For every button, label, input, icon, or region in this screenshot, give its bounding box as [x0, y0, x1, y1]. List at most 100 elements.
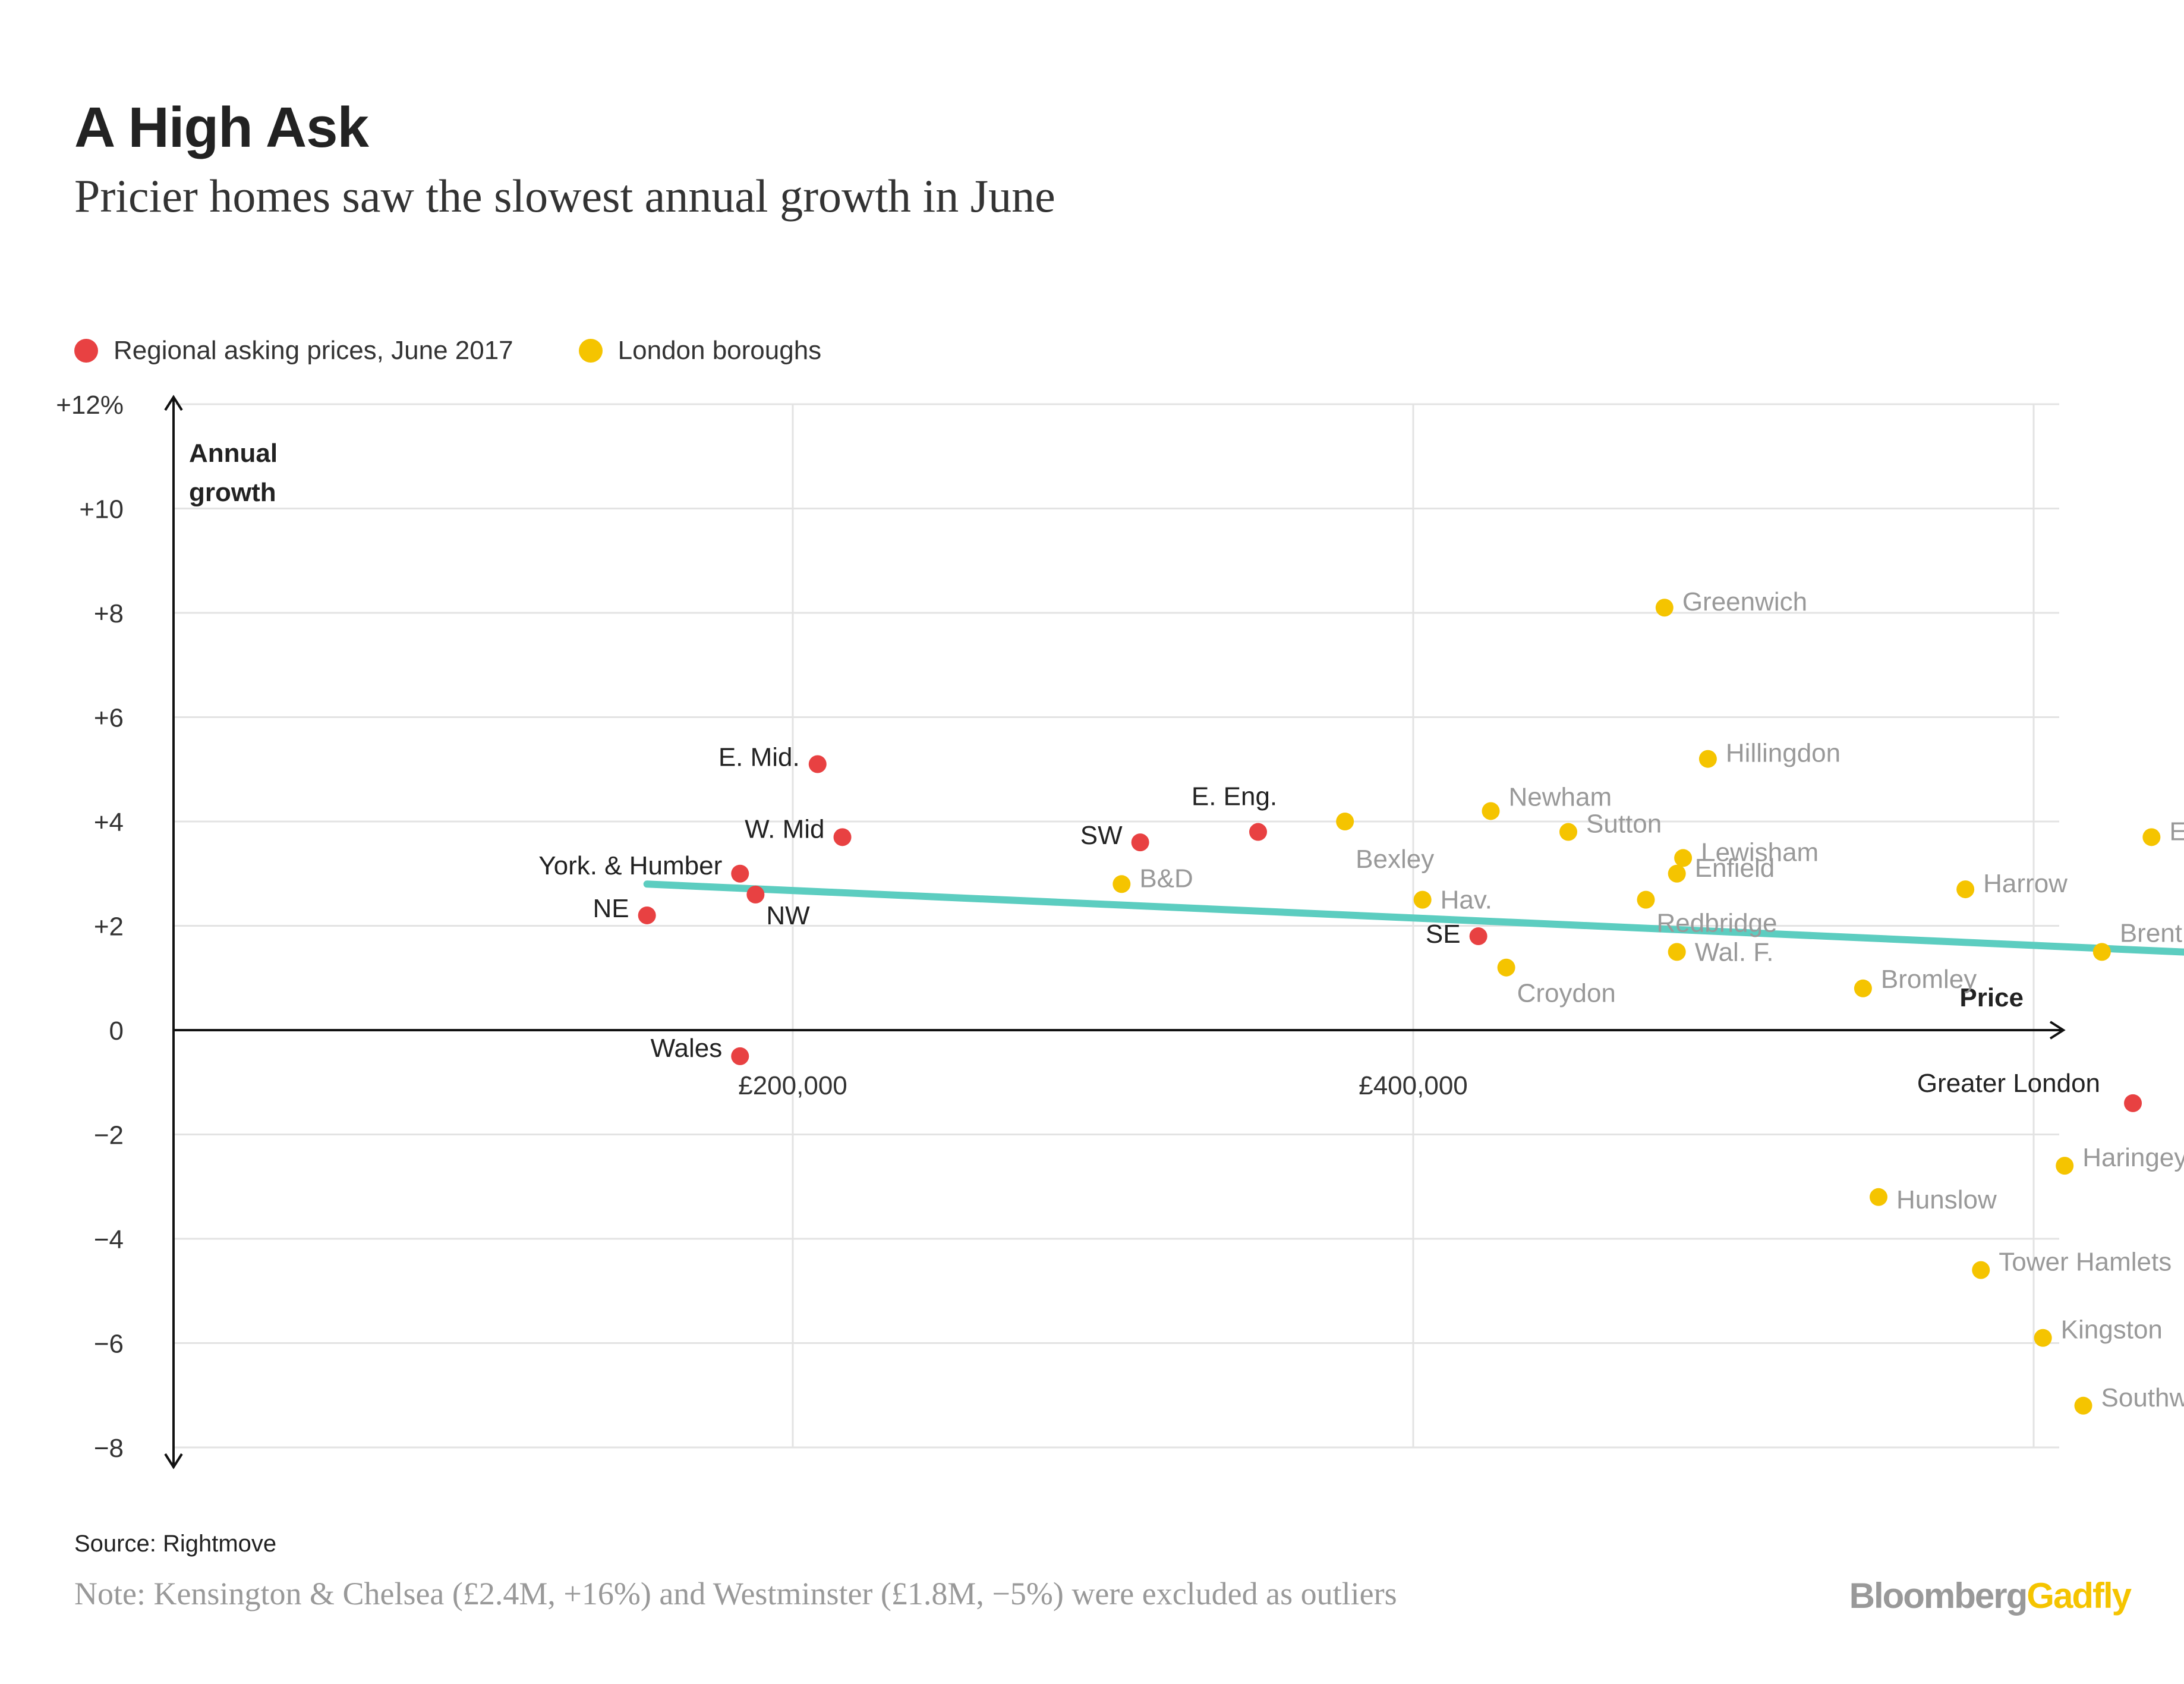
point-label-nw: NW — [766, 901, 810, 930]
y-tick-label-5: +2 — [94, 912, 124, 942]
point-label-southwark: Southwark — [2101, 1383, 2184, 1412]
point-wales — [731, 1047, 749, 1065]
point-label-lewisham: Lewisham — [1701, 838, 1819, 867]
point-ne — [638, 906, 656, 924]
point-wal-f — [1668, 943, 1686, 961]
point-label-e-eng: E. Eng. — [1192, 782, 1277, 811]
point-redbridge — [1637, 890, 1655, 909]
legend-label-regional: Regional asking prices, June 2017 — [114, 336, 513, 365]
point-label-bexley: Bexley — [1356, 845, 1434, 874]
point-sw — [1131, 833, 1149, 852]
y-tick-label-9: −6 — [94, 1330, 124, 1359]
point-hunslow — [1870, 1188, 1887, 1206]
y-tick-label-7: −2 — [94, 1121, 124, 1150]
x-axis-title: Price — [1959, 983, 2024, 1012]
point-greenwich — [1655, 599, 1674, 617]
point-label-greenwich: Greenwich — [1682, 587, 1807, 616]
tick-labels: +12% +10 +8 +6 +4 +2 0 −2 −4 −6 −8 £200,000 £400,000… — [56, 391, 1468, 1463]
point-label-kingston: Kingston — [2061, 1315, 2163, 1345]
point-label-ealing: Ealing — [2169, 817, 2184, 846]
point-e-eng — [1249, 823, 1267, 841]
data-points — [638, 599, 2161, 1415]
point-ealing — [2142, 828, 2161, 846]
point-label-york-humber: York. & Humber — [538, 851, 722, 880]
point-tower-hamlets — [1972, 1261, 1990, 1279]
point-label-ne: NE — [593, 894, 629, 923]
x-axis-arrow — [2049, 1021, 2066, 1040]
point-newham — [1482, 802, 1500, 820]
legend-item-boroughs: London boroughs — [578, 336, 822, 366]
brand-logo: BloombergGadfly — [1849, 1575, 2132, 1616]
point-label-greater-london: Greater London — [1917, 1069, 2100, 1098]
point-label-e-mid: E. Mid. — [718, 742, 800, 772]
point-label-enfield: Enfield — [1695, 854, 1775, 883]
y-tick-label-10: −8 — [94, 1434, 124, 1463]
point-label-wales: Wales — [651, 1034, 723, 1063]
legend: Regional asking prices, June 2017 London… — [74, 330, 887, 372]
point-label-brent: Brent — [2120, 918, 2182, 948]
point-label-b-d: B&D — [1139, 864, 1193, 893]
y-tick-label-0: +12% — [56, 391, 124, 420]
chart-subtitle: Pricier homes saw the slowest annual gro… — [74, 170, 1055, 222]
grid-lines — [172, 403, 2059, 1449]
source-note: Source: Rightmove — [74, 1531, 277, 1557]
point-label-redbridge: Redbridge — [1657, 909, 1778, 938]
point-harrow — [1956, 880, 1975, 899]
point-label-sw: SW — [1080, 821, 1123, 850]
legend-swatch-boroughs — [578, 339, 603, 363]
point-croydon — [1497, 958, 1515, 977]
point-label-haringey: Haringey — [2082, 1143, 2184, 1172]
point-label-croydon: Croydon — [1517, 979, 1616, 1008]
brand-part-1: Bloomberg — [1849, 1576, 2028, 1616]
point-bromley — [1854, 979, 1872, 997]
point-w-mid — [833, 828, 852, 846]
point-e-mid — [808, 755, 827, 773]
point-kingston — [2034, 1329, 2052, 1347]
legend-swatch-regional — [74, 339, 98, 363]
point-enfield — [1668, 864, 1686, 883]
point-label-tower-hamlets: Tower Hamlets — [1999, 1248, 2172, 1277]
y-tick-label-2: +8 — [94, 599, 124, 628]
point-label-harrow: Harrow — [1983, 869, 2068, 898]
y-tick-label-6: 0 — [109, 1016, 124, 1046]
point-greater-london — [2124, 1094, 2142, 1112]
legend-item-regional: Regional asking prices, June 2017 — [74, 336, 513, 366]
brand-part-2: Gadfly — [2027, 1576, 2132, 1616]
x-tick-label-0: £200,000 — [738, 1071, 847, 1100]
point-sutton — [1559, 823, 1577, 841]
y-tick-label-1: +10 — [79, 495, 124, 524]
y-axis-arrow-down — [164, 1453, 183, 1469]
point-label-hav: Hav. — [1441, 886, 1492, 915]
y-tick-label-3: +6 — [94, 704, 124, 733]
point-york-humber — [731, 864, 749, 883]
outlier-note: Note: Kensington & Chelsea (£2.4M, +16%)… — [74, 1576, 1397, 1611]
point-label-w-mid: W. Mid — [745, 814, 824, 843]
point-lewisham — [1674, 849, 1693, 867]
point-haringey — [2056, 1157, 2074, 1175]
y-tick-label-4: +4 — [94, 808, 124, 837]
point-label-hillingdon: Hillingdon — [1726, 739, 1841, 768]
point-labels: E. Mid. W. Mid E. Eng. SW York. & Humber NW NE… — [538, 587, 2184, 1412]
point-label-bromley: Bromley — [1881, 965, 1977, 994]
point-nw — [746, 885, 765, 904]
point-label-wal-f: Wal. F. — [1695, 937, 1774, 967]
chart-title: A High Ask — [74, 96, 369, 159]
y-axis-arrow-up — [164, 395, 183, 411]
point-hillingdon — [1698, 750, 1717, 768]
y-axis-title-line-0: Annual — [189, 439, 278, 468]
axes: Annual growth Price — [164, 395, 2066, 1469]
point-se — [1469, 927, 1487, 946]
point-label-sutton: Sutton — [1586, 810, 1662, 839]
point-label-se: SE — [1426, 920, 1461, 949]
x-tick-label-1: £400,000 — [1359, 1071, 1468, 1100]
y-tick-label-8: −4 — [94, 1225, 124, 1254]
legend-label-boroughs: London boroughs — [617, 336, 822, 365]
point-label-newham: Newham — [1509, 782, 1612, 811]
point-label-hunslow: Hunslow — [1896, 1185, 1997, 1214]
point-hav — [1413, 890, 1432, 909]
point-southwark — [2074, 1396, 2092, 1415]
point-b-d — [1113, 875, 1131, 893]
point-bexley — [1336, 813, 1354, 830]
y-axis-title-line-1: growth — [189, 478, 276, 507]
